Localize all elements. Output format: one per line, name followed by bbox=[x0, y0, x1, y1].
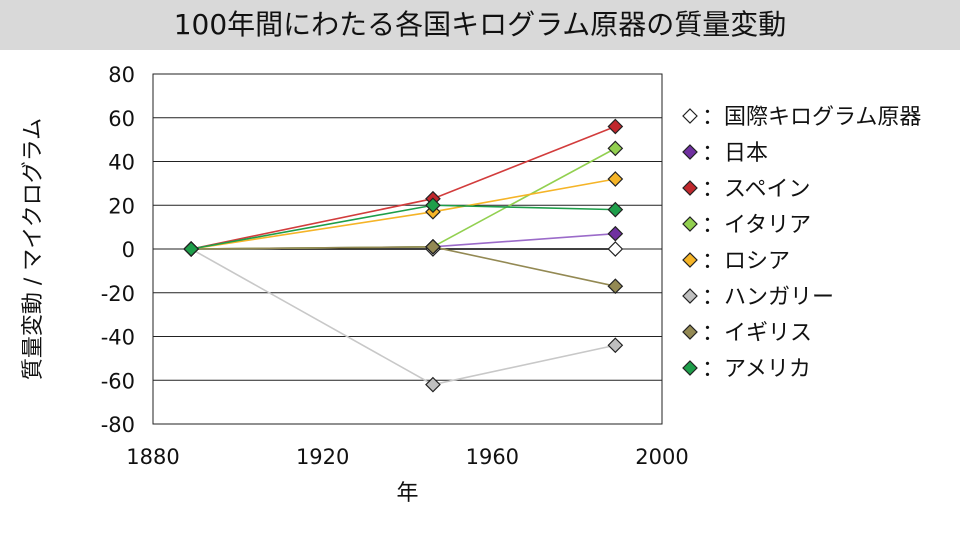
y-tick-label: 0 bbox=[122, 238, 135, 262]
y-tick-label: 20 bbox=[108, 194, 135, 218]
legend-marker bbox=[682, 252, 698, 268]
data-point bbox=[425, 238, 441, 255]
data-point bbox=[607, 225, 624, 242]
y-tick-label: 60 bbox=[108, 107, 135, 131]
data-point bbox=[607, 201, 624, 218]
plot-frame bbox=[152, 73, 663, 425]
data-point bbox=[425, 376, 441, 393]
series-markers bbox=[183, 118, 624, 393]
series-lines bbox=[190, 125, 616, 386]
legend-label: ：日本 bbox=[702, 141, 768, 166]
legend-label: ：国際キログラム原器 bbox=[702, 105, 921, 130]
legend-label: ：スペイン bbox=[702, 177, 810, 202]
title-bar bbox=[0, 0, 960, 50]
data-point bbox=[607, 337, 624, 354]
legend-marker bbox=[682, 324, 698, 340]
legend-marker bbox=[682, 360, 698, 376]
x-axis-label: 年 bbox=[396, 481, 418, 506]
x-tick-label: 2000 bbox=[635, 445, 688, 469]
y-tick-label: -60 bbox=[101, 369, 135, 393]
y-tick-label: 80 bbox=[108, 63, 135, 87]
series-line bbox=[190, 248, 616, 386]
data-point bbox=[607, 140, 624, 157]
data-point bbox=[425, 197, 441, 214]
data-point bbox=[607, 241, 624, 257]
data-point bbox=[607, 118, 624, 135]
chart-title: 100年間にわたる各国キログラム原器の質量変動 bbox=[173, 8, 787, 41]
legend-label: ：ハンガリー bbox=[702, 285, 834, 310]
x-tick-label: 1960 bbox=[466, 445, 519, 469]
legend-marker bbox=[682, 288, 698, 304]
x-tick-label: 1880 bbox=[126, 445, 179, 469]
y-tick-label: -20 bbox=[101, 282, 135, 306]
legend-marker bbox=[682, 216, 698, 232]
legend-label: ：イギリス bbox=[702, 321, 812, 346]
legend-label: ：イタリア bbox=[702, 213, 811, 238]
legend-label: ：アメリカ bbox=[702, 357, 811, 382]
x-axis-ticks: 1880 1920 1960 2000 bbox=[126, 445, 688, 469]
y-axis-label: 質量変動 / マイクログラム bbox=[21, 118, 46, 380]
x-tick-label: 1920 bbox=[296, 445, 349, 469]
y-tick-label: 40 bbox=[108, 151, 135, 175]
data-point bbox=[607, 171, 624, 187]
y-tick-label: -40 bbox=[101, 326, 135, 350]
series-line bbox=[191, 246, 616, 287]
series-line bbox=[191, 125, 616, 250]
data-point bbox=[183, 241, 200, 257]
y-axis-ticks: 80 60 40 20 0 -20 -40 -60 -80 bbox=[101, 63, 135, 437]
legend-marker bbox=[682, 108, 698, 124]
legend-marker bbox=[682, 144, 698, 160]
legend: ：国際キログラム原器 ：日本 ：スペイン ：イタリア ：ロシア ：ハンガリー ：イギリス ：ア… bbox=[682, 105, 921, 382]
series-line bbox=[191, 147, 616, 250]
legend-marker bbox=[682, 180, 698, 196]
legend-label: ：ロシア bbox=[702, 249, 790, 274]
data-point bbox=[607, 278, 624, 295]
y-tick-label: -80 bbox=[101, 413, 135, 437]
series-line bbox=[191, 204, 616, 250]
